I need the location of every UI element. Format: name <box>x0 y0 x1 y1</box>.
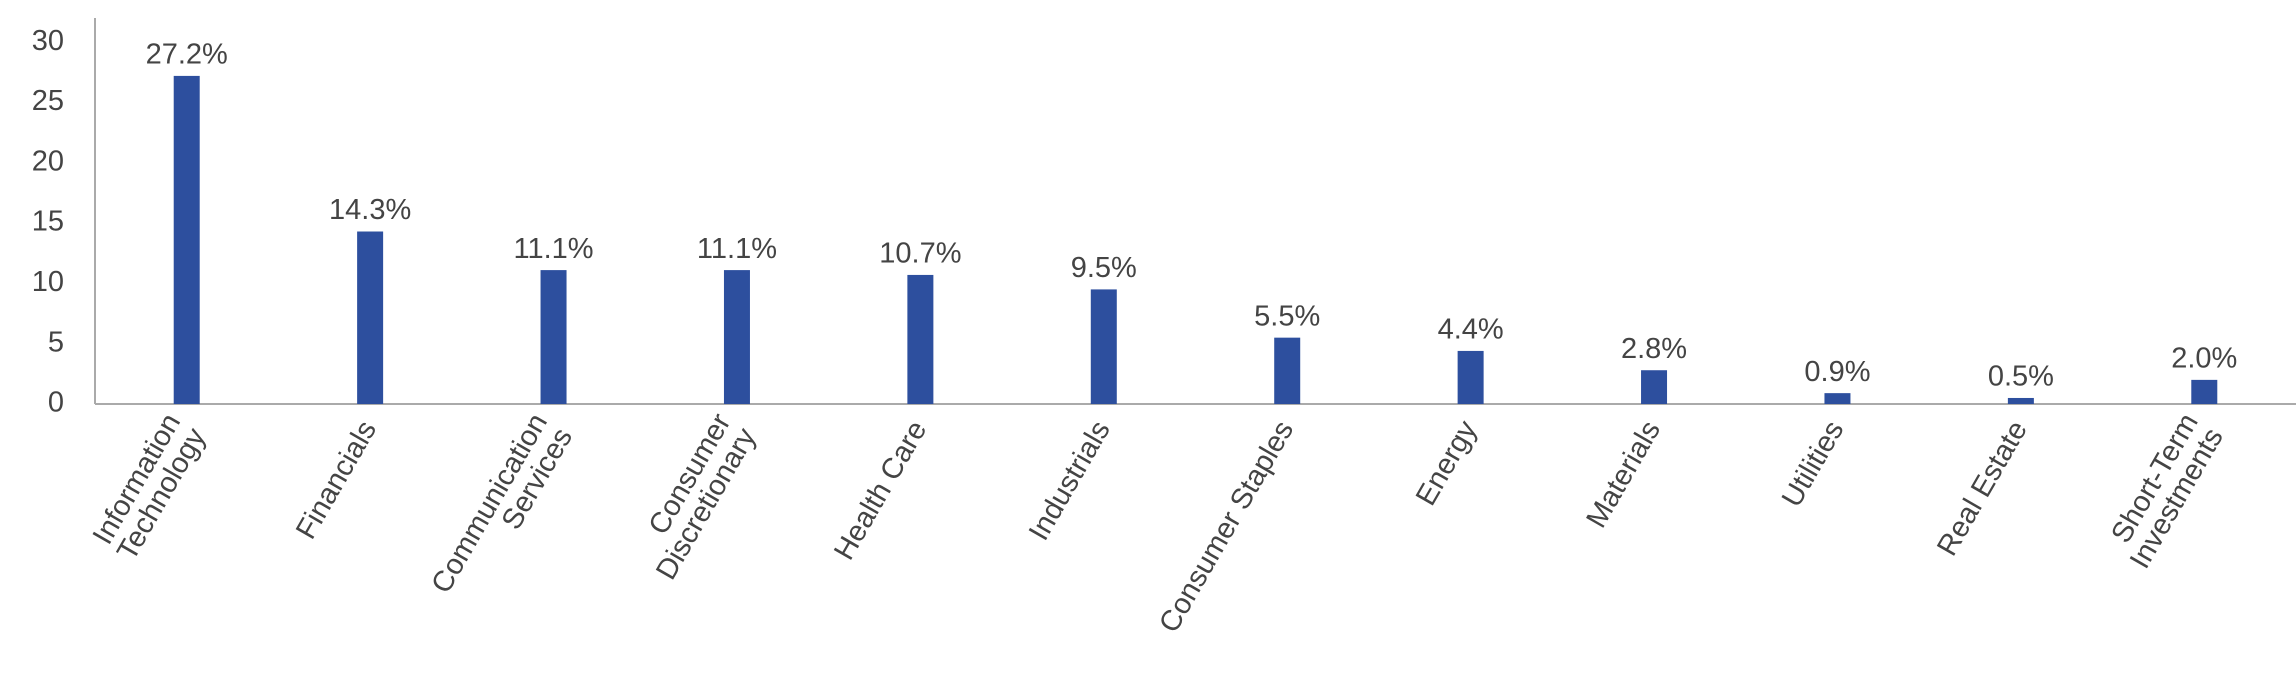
value-label: 9.5% <box>1071 252 1137 284</box>
x-tick-label: Real Estate <box>1931 415 2034 561</box>
y-tick-label: 20 <box>32 145 64 177</box>
x-tick-label: Utilities <box>1776 415 1850 512</box>
bar <box>1824 393 1851 404</box>
bar <box>723 270 750 404</box>
x-tick-label: Health Care <box>828 415 933 565</box>
y-tick-label: 0 <box>48 387 64 419</box>
value-label: 0.5% <box>1988 361 2054 393</box>
bar <box>2007 397 2034 404</box>
value-label: 5.5% <box>1254 300 1320 332</box>
value-label: 4.4% <box>1438 314 1504 346</box>
value-label: 27.2% <box>146 39 228 71</box>
x-tick-label: CommunicationServices <box>425 408 579 613</box>
value-label: 2.8% <box>1621 333 1687 365</box>
value-label: 11.1% <box>697 233 777 265</box>
x-tick-label: ConsumerDiscretionary <box>625 408 763 585</box>
value-label: 11.1% <box>514 233 594 265</box>
y-tick-label: 15 <box>32 206 64 238</box>
bar <box>540 270 567 404</box>
y-tick-label: 25 <box>32 85 64 117</box>
x-tick-label: Short-TermInvestments <box>2099 408 2230 574</box>
bar <box>1641 370 1668 404</box>
x-tick-label: Consumer Staples <box>1153 415 1300 638</box>
bar <box>1274 337 1301 404</box>
y-tick-label: 30 <box>32 25 64 57</box>
x-tick-label: Energy <box>1410 415 1484 511</box>
x-tick-label: Materials <box>1580 415 1667 533</box>
bar <box>1090 289 1117 404</box>
bar <box>357 231 384 404</box>
value-label: 14.3% <box>329 194 411 226</box>
y-tick-label: 5 <box>48 326 64 358</box>
value-label: 2.0% <box>2171 343 2237 375</box>
y-tick-label: 10 <box>32 266 64 298</box>
value-label: 10.7% <box>879 238 961 270</box>
x-tick-label: Financials <box>290 415 383 544</box>
bar <box>907 274 934 404</box>
bar <box>1457 350 1484 404</box>
x-tick-label: Industrials <box>1023 415 1117 545</box>
bar <box>173 75 200 405</box>
bar <box>2191 379 2218 404</box>
x-tick-label: InformationTechnology <box>86 408 212 566</box>
value-label: 0.9% <box>1804 356 1870 388</box>
